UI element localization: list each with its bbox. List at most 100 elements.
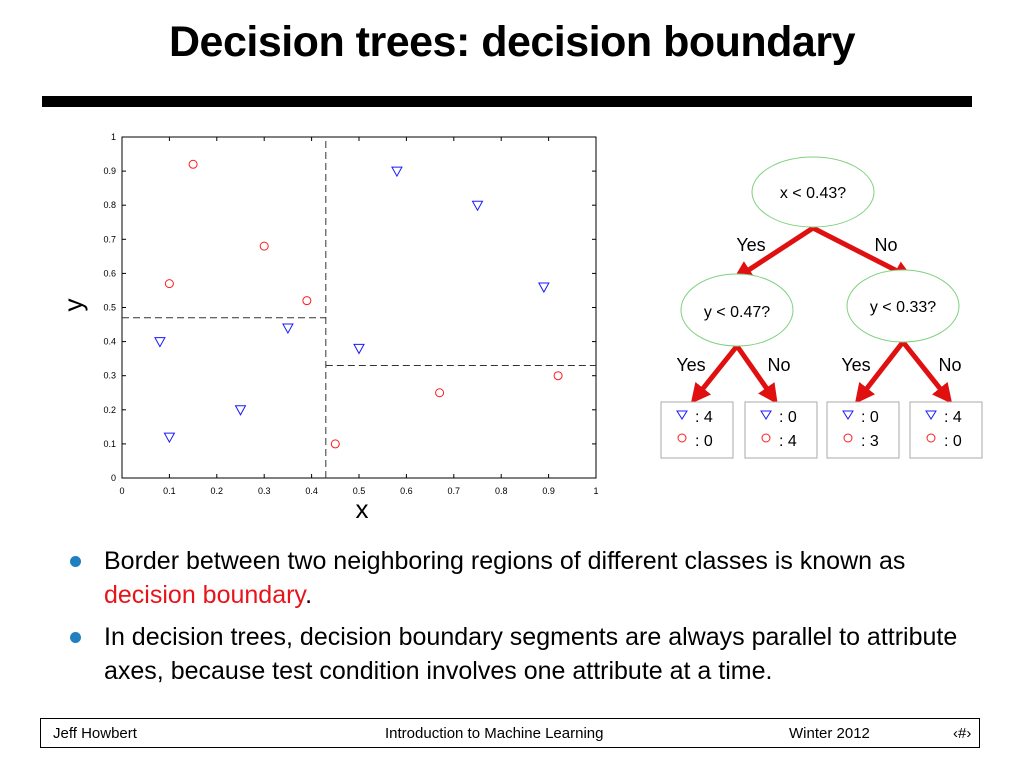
leaf-triangle-count: : 4 (695, 409, 713, 426)
axis-ticks: 0 0.1 0.2 0.3 0.4 0.5 0.6 0.7 0.8 0.9 1 0 0.1 0.2 0.3 0… (103, 132, 598, 496)
y-tick-label: 0.6 (103, 268, 116, 278)
scatter-plot: 0 0.1 0.2 0.3 0.4 0.5 0.6 0.7 0.8 0.9 1 0 0.1 0.2 0.3 0… (58, 132, 599, 524)
circle-point (330, 439, 340, 449)
x-tick-label: 0.9 (542, 486, 555, 496)
y-tick-label: 0.3 (103, 371, 116, 381)
root-no-label: No (874, 235, 897, 255)
footer-course: Introduction to Machine Learning (385, 725, 604, 742)
y-tick-label: 0.4 (103, 337, 116, 347)
root-node-label: x < 0.43? (780, 185, 846, 202)
x-tick-label: 0.5 (353, 486, 366, 496)
slide-title: Decision trees: decision boundary (168, 18, 856, 66)
leaf-circle-count: : 0 (695, 433, 713, 450)
bullet-text: Border between two neighboring regions o… (104, 547, 906, 575)
left-node (680, 273, 794, 347)
x-axis-label: x (356, 494, 369, 524)
bullet-list: Border between two neighboring regions o… (70, 544, 1000, 696)
triangle-icon (842, 410, 854, 420)
circle-icon (926, 433, 936, 443)
x-tick-label: 0.4 (305, 486, 318, 496)
y-tick-label: 1 (111, 132, 116, 142)
circle-point (435, 388, 445, 398)
x-tick-label: 1 (593, 486, 598, 496)
title-rule (42, 96, 972, 107)
decision-boundaries (122, 137, 596, 478)
left-node-label: y < 0.47? (704, 304, 770, 321)
tree-edge-arrow (732, 225, 815, 281)
data-points (154, 159, 563, 449)
y-tick-label: 0.5 (103, 303, 116, 313)
leaf-box (826, 401, 900, 459)
leaf-triangle-count: : 0 (779, 409, 797, 426)
circle-point (188, 159, 198, 169)
circle-point (259, 241, 269, 251)
plot-frame (121, 136, 597, 479)
tree-edge-arrow (854, 340, 905, 404)
footer-term: Winter 2012 (789, 725, 870, 742)
leaf-triangle-count: : 4 (944, 409, 962, 426)
leaf-circle-count: : 0 (944, 433, 962, 450)
tree-leaves: : 4 : 0 : 0 : 4 : 0 : 3 : 4 : 0 (660, 401, 983, 459)
triangle-point (538, 282, 550, 294)
footer-page: ‹#› (953, 725, 972, 742)
triangle-icon (676, 410, 688, 420)
triangle-point (282, 323, 294, 334)
bullet-text: In decision trees, decision boundary seg… (104, 623, 958, 685)
right-node (846, 269, 960, 343)
y-tick-label: 0.8 (103, 200, 116, 210)
y-tick-label: 0.9 (103, 166, 116, 176)
x-tick-label: 0 (119, 486, 124, 496)
right-node-label: y < 0.33? (870, 299, 936, 316)
bullet-item: Border between two neighboring regions o… (70, 544, 1000, 612)
x-tick-label: 0.6 (400, 486, 413, 496)
tree-edge-arrow (690, 344, 739, 404)
bullet-item: In decision trees, decision boundary seg… (70, 620, 1000, 688)
y-tick-label: 0.1 (103, 439, 116, 449)
x-tick-label: 0.3 (258, 486, 271, 496)
tree-edges (690, 225, 953, 405)
bullet-dot (70, 632, 81, 643)
triangle-icon (760, 410, 772, 420)
triangle-point (234, 405, 247, 416)
y-tick-label: 0.7 (103, 234, 116, 244)
leaf-circle-count: : 3 (861, 433, 879, 450)
x-tick-label: 0.2 (211, 486, 224, 496)
tree-edge-arrow (811, 225, 914, 280)
slide-footer: Jeff Howbert Introduction to Machine Lea… (40, 718, 980, 748)
bullet-dot (70, 556, 81, 567)
leaf-triangle-count: : 0 (861, 409, 879, 426)
triangle-point (353, 343, 365, 355)
right-no-label: No (938, 355, 961, 375)
root-node (751, 156, 875, 228)
triangle-point (471, 200, 484, 212)
triangle-icon (925, 410, 937, 420)
tree-edge-arrow (901, 340, 953, 404)
right-yes-label: Yes (841, 355, 870, 375)
circle-point (302, 296, 312, 306)
root-yes-label: Yes (736, 235, 765, 255)
triangle-point (391, 166, 403, 178)
leaf-circle-count: : 4 (779, 433, 797, 450)
decision-tree: x < 0.43? y < 0.47? y < 0.33? Yes No Yes… (660, 156, 983, 459)
circle-icon (677, 433, 687, 443)
y-tick-label: 0.2 (103, 405, 116, 415)
triangle-point (163, 432, 176, 444)
x-tick-label: 0.1 (163, 486, 176, 496)
leaf-box (744, 401, 818, 459)
x-tick-label: 0.8 (495, 486, 508, 496)
y-axis-label: y (58, 299, 88, 312)
bullet-tail: . (305, 581, 313, 609)
left-no-label: No (767, 355, 790, 375)
x-tick-label: 0.7 (448, 486, 461, 496)
left-yes-label: Yes (676, 355, 705, 375)
y-tick-label: 0 (111, 473, 116, 483)
leaf-box (909, 401, 983, 459)
bullet-highlight: decision boundary (104, 581, 306, 609)
leaf-box (660, 401, 734, 459)
footer-author: Jeff Howbert (53, 725, 137, 742)
circle-icon (843, 433, 853, 443)
circle-icon (761, 433, 771, 443)
triangle-point (154, 337, 166, 348)
tree-edge-arrow (734, 344, 778, 405)
